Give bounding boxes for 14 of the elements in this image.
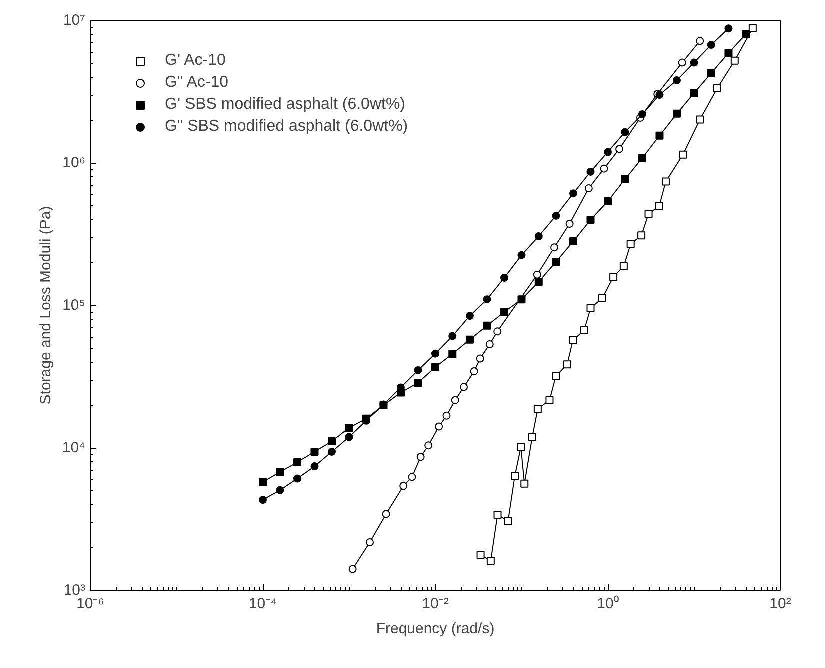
legend-label: G" SBS modified asphalt (6.0wt%) [165,117,408,137]
x-tick-label: 10⁰ [597,596,619,612]
legend-label: G" Ac-10 [165,73,228,93]
y-tick-label: 10⁴ [62,440,86,456]
y-tick-label: 10⁵ [62,297,86,314]
y-tick-label: 10⁶ [62,154,86,172]
legend-label: G' Ac-10 [165,51,226,71]
x-tick-label: 10⁻² [422,596,449,612]
x-tick-label: 10⁻⁴ [248,596,278,612]
y-axis-title: Storage and Loss Moduli (Pa) [37,206,54,405]
x-axis-title: Frequency (rad/s) [376,620,495,638]
x-tick-label: 10² [770,596,792,612]
legend-label: G' SBS modified asphalt (6.0wt%) [165,95,406,115]
y-tick-label: 10⁷ [63,12,86,29]
